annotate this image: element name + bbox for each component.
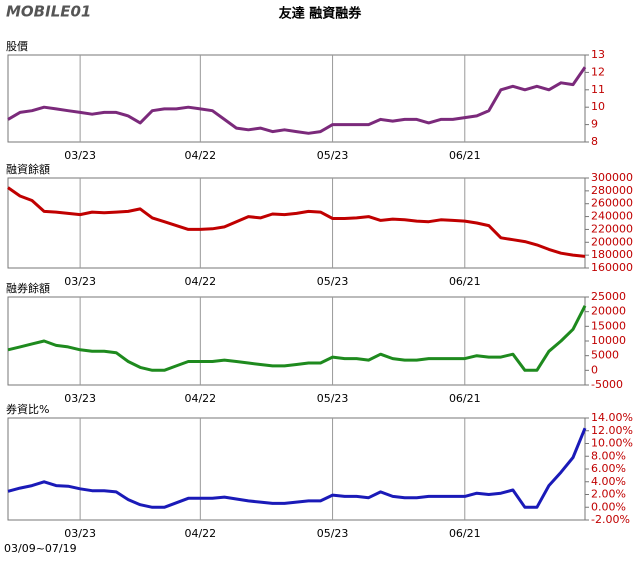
y-tick-label: 280000 [591, 184, 633, 197]
x-tick-label: 06/21 [449, 527, 481, 540]
y-tick-label: 11 [591, 83, 605, 96]
y-tick-label: 300000 [591, 171, 633, 184]
x-tick-label: 05/23 [317, 392, 349, 405]
chart-title: 友達 融資融券 [279, 6, 363, 22]
x-tick-label: 04/22 [184, 149, 216, 162]
panel-title: 融券餘額 [6, 281, 50, 295]
y-tick-label: 5000 [591, 349, 619, 362]
y-tick-label: 160000 [591, 261, 633, 274]
y-tick-label: 240000 [591, 210, 633, 223]
x-tick-label: 03/23 [64, 527, 96, 540]
y-tick-label: 14.00% [591, 411, 633, 424]
y-tick-label: 9 [591, 118, 598, 131]
y-tick-label: 13 [591, 48, 605, 61]
y-tick-label: 25000 [591, 290, 626, 303]
plot-frame [7, 177, 586, 269]
x-tick-label: 03/23 [64, 392, 96, 405]
x-tick-label: 05/23 [317, 275, 349, 288]
y-tick-label: 0 [591, 363, 598, 376]
y-tick-label: 12.00% [591, 424, 633, 437]
data-line [7, 66, 587, 135]
y-tick-label: 180000 [591, 248, 633, 261]
x-tick-label: 06/21 [449, 149, 481, 162]
y-tick-label: 10.00% [591, 437, 633, 450]
x-tick-label: 04/22 [184, 275, 216, 288]
y-tick-label: -2.00% [591, 513, 630, 526]
x-tick-label: 05/23 [317, 149, 349, 162]
y-tick-label: 260000 [591, 197, 633, 210]
x-tick-label: 03/23 [64, 275, 96, 288]
y-tick-label: 8.00% [591, 449, 626, 462]
x-tick-label: 05/23 [317, 527, 349, 540]
data-line [7, 305, 587, 372]
y-tick-label: 2.00% [591, 488, 626, 501]
y-tick-label: 20000 [591, 305, 626, 318]
y-tick-label: 15000 [591, 319, 626, 332]
plot-frame [7, 54, 586, 143]
y-tick-label: 220000 [591, 222, 633, 235]
plot-frame [7, 296, 586, 386]
y-tick-label: 12 [591, 65, 605, 78]
data-line [7, 186, 586, 258]
y-tick-label: 8 [591, 135, 598, 148]
logo: MOBILE01 [6, 3, 91, 21]
x-tick-label: 06/21 [449, 275, 481, 288]
x-tick-label: 04/22 [184, 527, 216, 540]
x-tick-label: 04/22 [184, 392, 216, 405]
plot-frame [7, 417, 586, 521]
panel-title: 券資比% [6, 402, 49, 416]
y-tick-label: 10000 [591, 334, 626, 347]
y-tick-label: 0.00% [591, 500, 626, 513]
x-tick-label: 06/21 [449, 392, 481, 405]
y-tick-label: 200000 [591, 235, 633, 248]
panel-title: 股價 [6, 39, 28, 53]
y-tick-label: 4.00% [591, 475, 626, 488]
footer: 03/09~07/19 [4, 542, 77, 555]
y-tick-label: 6.00% [591, 462, 626, 475]
x-tick-label: 03/23 [64, 149, 96, 162]
y-tick-label: 10 [591, 100, 605, 113]
panel-title: 融資餘額 [6, 162, 50, 176]
data-line [7, 427, 587, 509]
y-tick-label: -5000 [591, 378, 623, 391]
